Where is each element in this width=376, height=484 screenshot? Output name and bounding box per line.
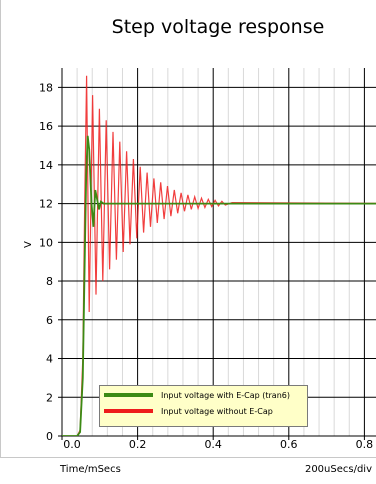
x-tick-label: 0.2 xyxy=(129,438,147,451)
y-tick-label: 2 xyxy=(46,391,53,404)
y-tick-label: 0 xyxy=(46,430,53,443)
legend-label-without-ecap: Input voltage without E-Cap xyxy=(161,406,273,416)
x-division-label: 200uSecs/div xyxy=(304,464,372,475)
x-tick-label: 0.8 xyxy=(356,438,374,451)
series-line-with-ecap xyxy=(62,135,376,436)
x-tick-label: 0.0 xyxy=(63,438,81,451)
x-tick-label: 0.4 xyxy=(204,438,222,451)
frame-border-left xyxy=(0,0,1,458)
y-tick-label: 18 xyxy=(39,81,53,94)
y-tick-label: 16 xyxy=(39,120,53,133)
y-tick-label: 6 xyxy=(46,314,53,327)
legend-swatch-with-ecap xyxy=(104,393,153,397)
y-tick-label: 4 xyxy=(46,353,53,366)
legend-entry-without-ecap: Input voltage without E-Cap xyxy=(104,405,273,417)
y-tick-label: 8 xyxy=(46,275,53,288)
y-tick-label: 14 xyxy=(39,159,53,172)
y-tick-label: 12 xyxy=(39,198,53,211)
y-tick-label: 10 xyxy=(39,236,53,249)
x-axis-label: Time/mSecs xyxy=(60,464,121,475)
y-axis-label: V xyxy=(23,241,34,248)
legend-label-with-ecap: Input voltage with E-Cap (tran6) xyxy=(161,390,290,400)
frame-border-bottom xyxy=(0,457,376,458)
series-line-without-ecap xyxy=(62,75,376,436)
legend-swatch-without-ecap xyxy=(104,409,153,413)
legend-entry-with-ecap: Input voltage with E-Cap (tran6) xyxy=(104,389,290,401)
legend: Input voltage with E-Cap (tran6) Input v… xyxy=(99,385,308,427)
x-tick-label: 0.6 xyxy=(280,438,298,451)
chart-title: Step voltage response xyxy=(111,16,325,38)
